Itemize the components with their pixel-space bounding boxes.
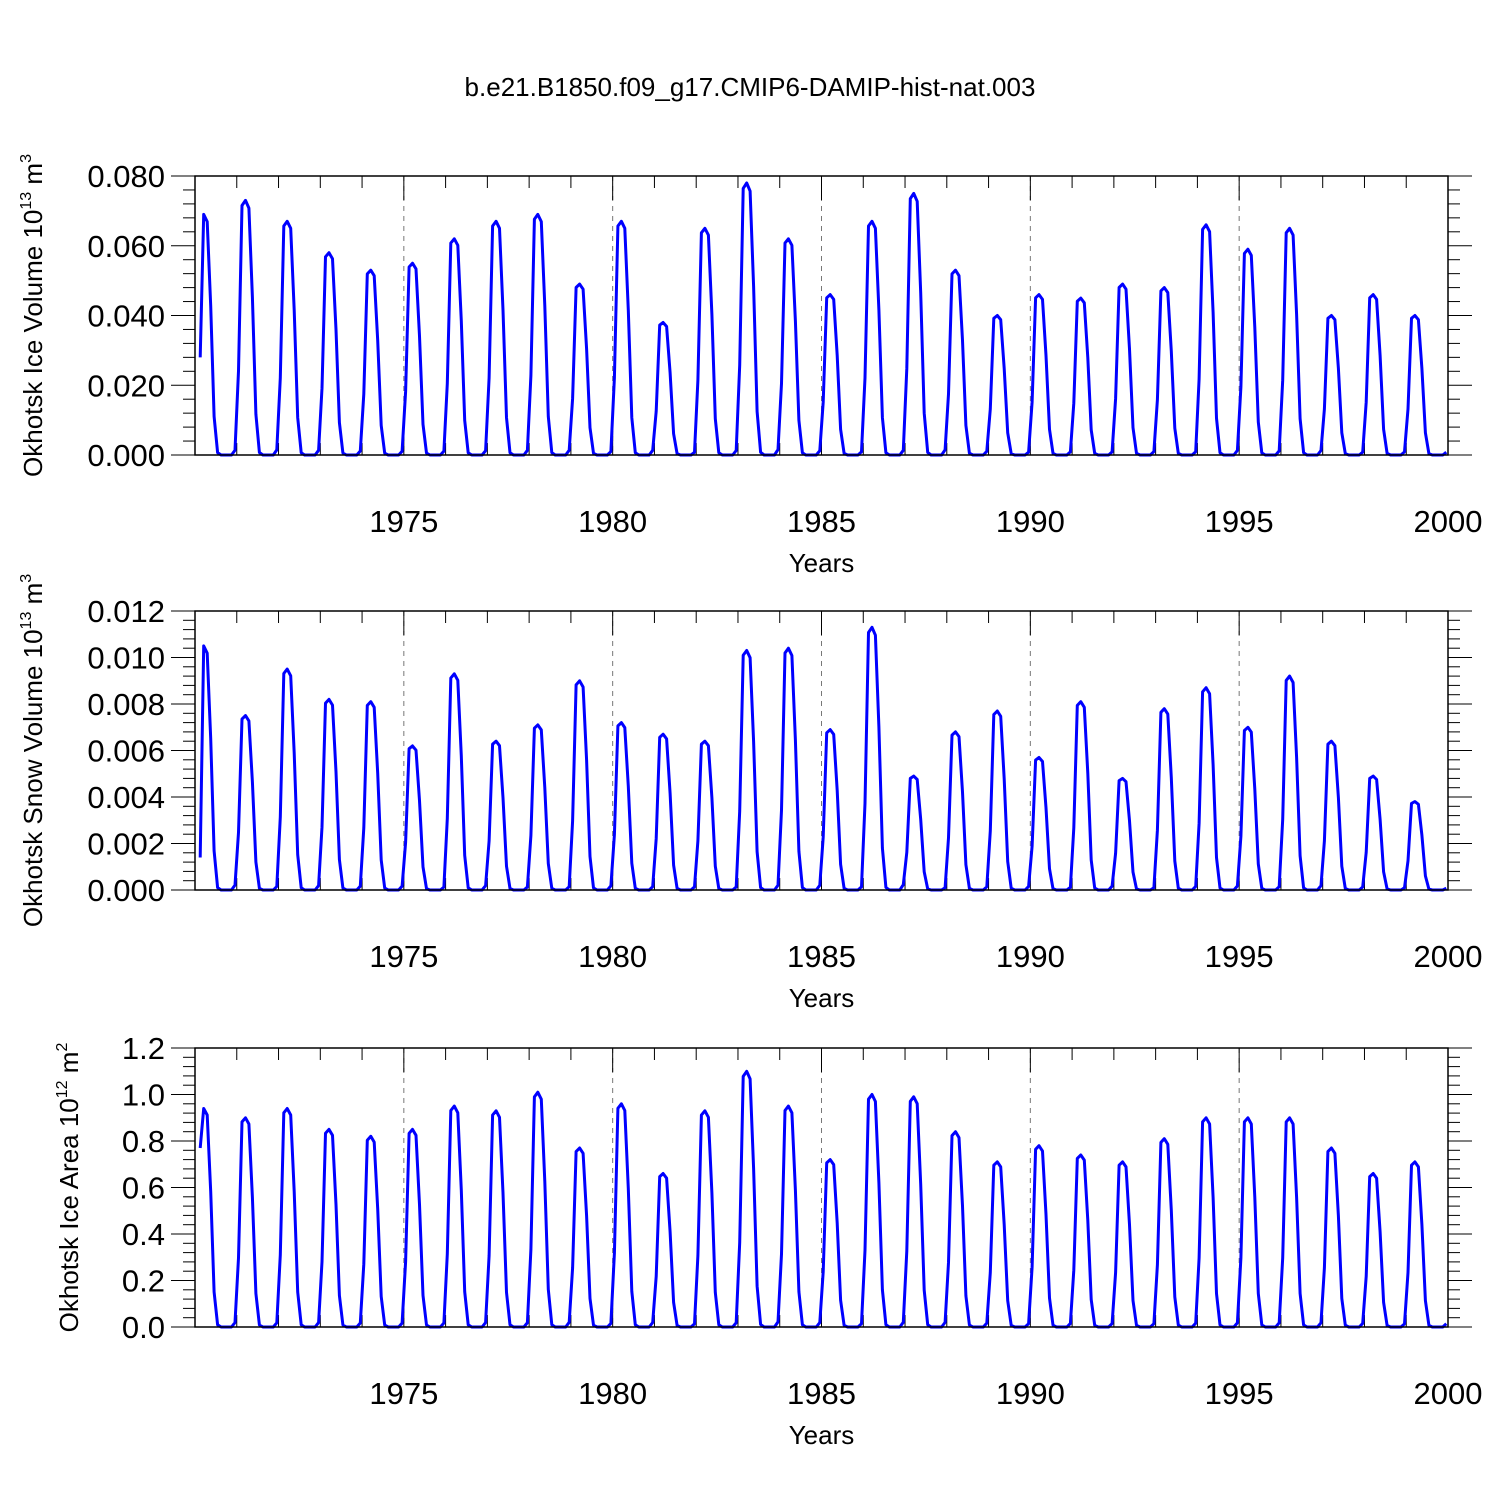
x-tick-label: 1995 bbox=[1205, 504, 1274, 539]
x-tick-label: 1995 bbox=[1205, 1376, 1274, 1411]
y-tick-label: 0.006 bbox=[87, 734, 165, 769]
y-axis-label: Okhotsk Ice Volume 1013 m3 bbox=[18, 154, 48, 477]
series-line bbox=[198, 625, 1447, 892]
x-axis-label: Years bbox=[789, 1420, 855, 1450]
y-axis-label: Okhotsk Snow Volume 1013 m3 bbox=[18, 574, 48, 927]
x-tick-label: 1975 bbox=[369, 1376, 438, 1411]
x-tick-label: 1990 bbox=[996, 1376, 1065, 1411]
series-line bbox=[198, 181, 1448, 457]
x-tick-label: 1980 bbox=[578, 939, 647, 974]
panel-1: 0.000 0.020 0.040 0.060 0.080 1975 1980 1985 199… bbox=[18, 154, 1482, 578]
panel-3: 0.0 0.2 0.4 0.6 0.8 1.0 1.2 1975 1980 1985 1990 199… bbox=[54, 1031, 1482, 1450]
x-tick-label: 1975 bbox=[369, 939, 438, 974]
x-tick-label: 1995 bbox=[1205, 939, 1274, 974]
x-tick-label: 2000 bbox=[1414, 939, 1483, 974]
y-tick-label: 0.010 bbox=[87, 641, 165, 676]
x-tick-label: 1980 bbox=[578, 1376, 647, 1411]
x-tick-label: 1975 bbox=[369, 504, 438, 539]
y-tick-label: 0.000 bbox=[87, 873, 165, 908]
plot-frame bbox=[194, 175, 1449, 456]
panel-2: 0.000 0.002 0.004 0.006 0.008 0.010 0.012 1975 1… bbox=[18, 574, 1482, 1013]
figure-title: b.e21.B1850.f09_g17.CMIP6-DAMIP-hist-nat… bbox=[464, 72, 1036, 102]
y-tick-label: 0.0 bbox=[122, 1310, 165, 1345]
x-tick-label: 1980 bbox=[578, 504, 647, 539]
y-tick-label: 0.8 bbox=[122, 1124, 165, 1159]
y-tick-label: 0.004 bbox=[87, 780, 165, 815]
x-tick-label: 1985 bbox=[787, 939, 856, 974]
x-tick-label: 2000 bbox=[1414, 1376, 1483, 1411]
y-tick-label: 0.2 bbox=[122, 1264, 165, 1299]
y-tick-label: 0.002 bbox=[87, 827, 165, 862]
plot-frame bbox=[194, 1047, 1449, 1328]
y-tick-label: 0.6 bbox=[122, 1171, 165, 1206]
y-tick-label: 1.2 bbox=[122, 1031, 165, 1066]
x-tick-label: 1985 bbox=[787, 1376, 856, 1411]
series-line bbox=[198, 1069, 1448, 1329]
x-tick-label: 1990 bbox=[996, 504, 1065, 539]
y-tick-label: 0.040 bbox=[87, 299, 165, 334]
y-tick-label: 0.000 bbox=[87, 438, 165, 473]
y-axis-label: Okhotsk Ice Area 1012 m2 bbox=[54, 1043, 84, 1333]
x-axis-label: Years bbox=[789, 983, 855, 1013]
y-tick-label: 0.012 bbox=[87, 594, 165, 629]
y-tick-label: 0.020 bbox=[87, 368, 165, 403]
y-tick-label: 0.060 bbox=[87, 229, 165, 264]
x-tick-label: 1985 bbox=[787, 504, 856, 539]
x-axis-label: Years bbox=[789, 548, 855, 578]
x-tick-label: 2000 bbox=[1414, 504, 1483, 539]
y-tick-label: 0.4 bbox=[122, 1217, 165, 1252]
y-tick-label: 1.0 bbox=[122, 1078, 165, 1113]
y-tick-label: 0.080 bbox=[87, 159, 165, 194]
plot-frame bbox=[194, 610, 1449, 891]
x-tick-label: 1990 bbox=[996, 939, 1065, 974]
y-tick-label: 0.008 bbox=[87, 687, 165, 722]
